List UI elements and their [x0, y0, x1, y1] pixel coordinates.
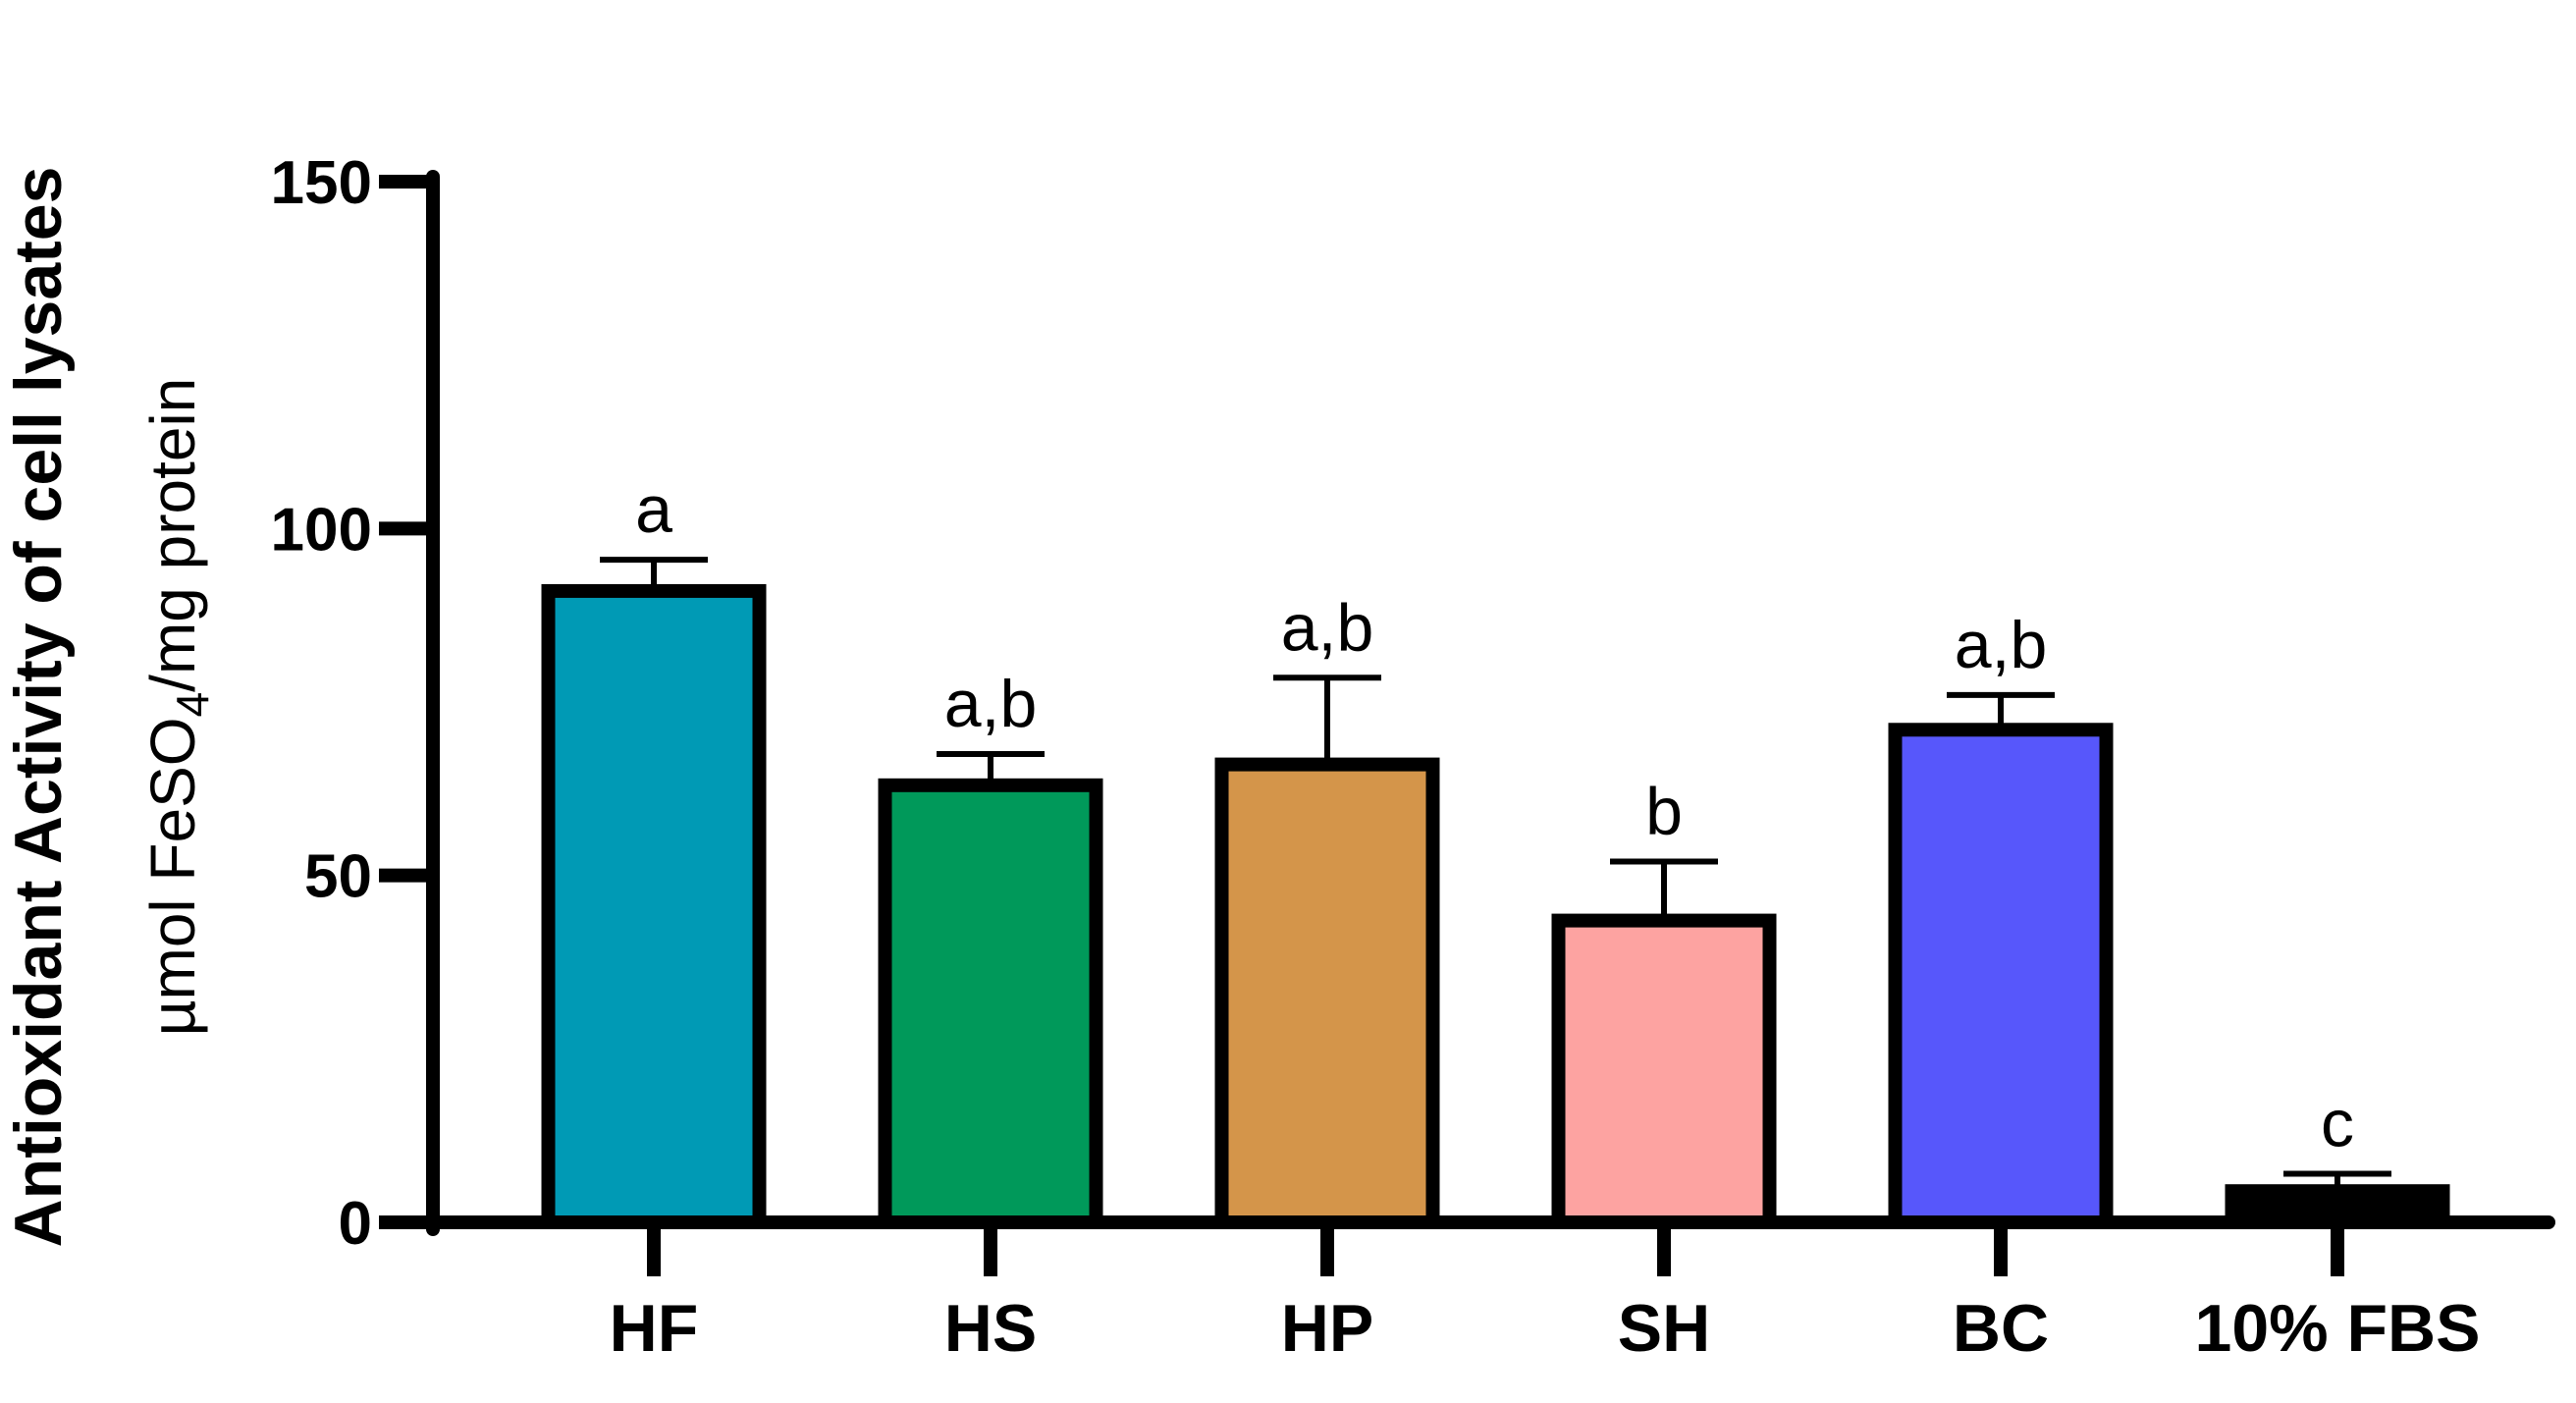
bar-5: [1888, 723, 2114, 1229]
axes-layer: [379, 170, 2555, 1276]
y-axis-unit-subscript: 4: [167, 692, 218, 718]
bar-3: [1214, 757, 1440, 1229]
x-tick-label-6: 10% FBS: [2195, 1291, 2481, 1366]
significance-label-3: a,b: [1281, 590, 1374, 665]
bar-4: [1551, 913, 1777, 1229]
x-tick-label-1: HF: [610, 1291, 699, 1366]
significance-label-5: a,b: [1955, 608, 2048, 682]
x-tick-label-2: HS: [944, 1291, 1037, 1366]
bar-1: [541, 583, 767, 1229]
x-tick-label-4: SH: [1618, 1291, 1710, 1366]
significance-label-2: a,b: [944, 667, 1038, 741]
significance-label-4: b: [1645, 775, 1683, 849]
y-axis-unit-prefix: µmol FeSO: [137, 717, 208, 1036]
y-tick-label-4: 150: [271, 149, 372, 217]
y-axis-unit-suffix: /mg protein: [137, 378, 208, 692]
x-tick-label-3: HP: [1281, 1291, 1373, 1366]
y-axis-unit-label: µmol FeSO4/mg protein: [137, 378, 218, 1037]
y-tick-label-2: 50: [304, 843, 372, 911]
labels-layer: a HF a,b HS a,b HP b SH a,b BC c 10% FBS 0 50 100 150: [271, 149, 2481, 1366]
x-tick-label-5: BC: [1953, 1291, 2049, 1366]
significance-label-6: c: [2321, 1087, 2354, 1161]
y-tick-label-1: 0: [339, 1190, 372, 1258]
y-tick-label-3: 100: [271, 496, 372, 564]
y-axis-title: Antioxidant Activity of cell lysates: [1, 167, 76, 1248]
bars-layer: [541, 557, 2450, 1229]
bar-2: [878, 778, 1103, 1229]
significance-label-1: a: [635, 472, 672, 547]
